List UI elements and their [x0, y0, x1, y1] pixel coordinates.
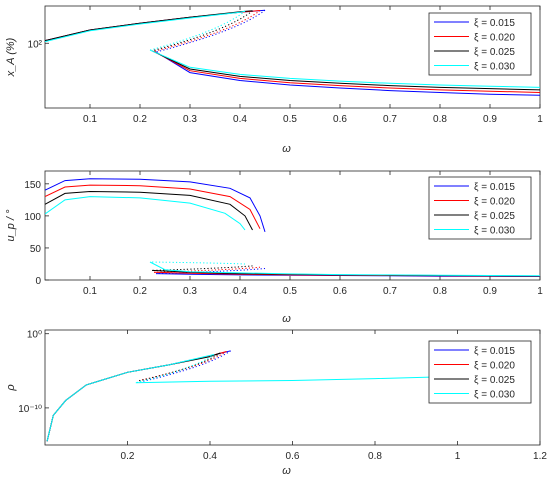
x-tick-label: 0.4	[233, 286, 247, 297]
legend-label-4: ξ = 0.030	[474, 226, 515, 237]
x-tick-label: 0.2	[133, 286, 147, 297]
x-tick-label: 0.7	[383, 114, 397, 125]
x-tick-label: 1	[537, 286, 543, 297]
series-line-upper-4	[45, 10, 246, 43]
series-line-unstable-4	[149, 10, 246, 51]
x-axis-label: ω	[282, 143, 291, 155]
plot-area	[45, 9, 540, 96]
x-tick-label: 0.8	[433, 114, 447, 125]
axes-box	[44, 5, 541, 109]
legend: ξ = 0.015 ξ = 0.020 ξ = 0.025 ξ = 0.030	[428, 176, 532, 240]
series-line-unstable-4	[135, 354, 215, 384]
series-line-lower-3	[151, 50, 540, 91]
x-tick-label: 0.8	[433, 286, 447, 297]
x-tick-label: 0.3	[183, 286, 197, 297]
legend-box	[428, 12, 532, 76]
series-line-upper-1	[45, 9, 266, 42]
x-tick-label: 0.6	[333, 114, 347, 125]
x-tick-label: 0.9	[483, 114, 497, 125]
series-line-unstable-3	[151, 10, 253, 52]
legend-label-4: ξ = 0.030	[474, 62, 515, 73]
x-tick-label: 0.8	[368, 451, 382, 462]
series-line-lower-2	[153, 50, 540, 93]
series-line-upper-3	[45, 190, 253, 231]
series-line-upper-4	[45, 196, 246, 231]
x-tick-label: 0.4	[203, 451, 217, 462]
x-axis-label: ω	[282, 465, 291, 477]
legend-box	[428, 176, 532, 240]
x-tick-label: 0.6	[286, 451, 300, 462]
plot-area	[45, 178, 540, 277]
x-tick-label: 0.2	[133, 114, 147, 125]
series-line-lower-4	[149, 49, 540, 88]
y-tick-label: 10²	[28, 39, 43, 50]
axes-box	[44, 170, 541, 281]
legend-box	[428, 340, 532, 404]
legend: ξ = 0.015 ξ = 0.020 ξ = 0.025 ξ = 0.030	[428, 340, 532, 404]
x-tick-label: 0.5	[283, 114, 297, 125]
chart-panel-2: 0.1 0.2 0.3 0.4 0.5 0.6 0.7 0.8 0.9 1 0 50 100 150 ω u_…	[5, 170, 543, 325]
x-tick-label: 0.3	[183, 114, 197, 125]
legend-label-2: ξ = 0.020	[474, 361, 515, 372]
y-axis-label: ρ	[5, 384, 17, 391]
series-line-upper-2	[45, 10, 261, 42]
x-axis-label: ω	[282, 313, 291, 325]
y-tick-label: 100	[24, 212, 41, 223]
series-line-upper-4	[46, 354, 215, 442]
series-line-unstable-2	[153, 10, 261, 52]
y-tick-label: 0	[35, 276, 41, 287]
x-tick-label: 0.1	[83, 286, 97, 297]
x-tick-label: 0.4	[233, 114, 247, 125]
series-line-unstable-1	[155, 9, 266, 53]
y-axis-label: u_p / °	[5, 209, 17, 242]
series-line-upper-2	[45, 184, 261, 229]
legend-label-2: ξ = 0.020	[474, 197, 515, 208]
series-line-upper-3	[46, 352, 221, 442]
legend: ξ = 0.015 ξ = 0.020 ξ = 0.025 ξ = 0.030	[428, 12, 532, 76]
legend-label-3: ξ = 0.025	[474, 211, 515, 222]
legend-label-4: ξ = 0.030	[474, 390, 515, 401]
series-line-lower-4	[149, 261, 540, 277]
legend-label-1: ξ = 0.015	[474, 346, 515, 357]
series-line-lower-4	[135, 375, 479, 384]
x-tick-label: 0.7	[383, 286, 397, 297]
x-tick-label: 0.9	[483, 286, 497, 297]
x-tick-label: 0.5	[283, 286, 297, 297]
series-line-lower-1	[155, 51, 540, 96]
x-tick-label: 0.6	[333, 286, 347, 297]
series-line-upper-1	[45, 178, 266, 233]
y-tick-label: 150	[24, 180, 41, 191]
series-line-unstable-1	[140, 350, 231, 383]
x-tick-label: 1.2	[533, 451, 547, 462]
series-line-unstable-4	[149, 261, 246, 265]
y-axis-label: x_A (%)	[5, 37, 17, 77]
x-tick-label: 0.2	[121, 451, 135, 462]
legend-label-1: ξ = 0.015	[474, 182, 515, 193]
chart-panel-1: 0.1 0.2 0.3 0.4 0.5 0.6 0.7 0.8 0.9 1 10² ω x_A (%) ξ…	[5, 5, 543, 155]
legend-label-2: ξ = 0.020	[474, 33, 515, 44]
y-tick-label: 50	[30, 244, 42, 255]
y-tick-label: 10⁰	[27, 330, 42, 341]
plot-area	[46, 350, 479, 442]
x-tick-label: 0.1	[83, 114, 97, 125]
x-tick-label: 1	[537, 114, 543, 125]
legend-label-3: ξ = 0.025	[474, 375, 515, 386]
y-tick-label: 10⁻¹⁰	[18, 404, 42, 415]
x-tick-label: 1	[455, 451, 461, 462]
legend-label-1: ξ = 0.015	[474, 18, 515, 29]
legend-label-3: ξ = 0.025	[474, 47, 515, 58]
